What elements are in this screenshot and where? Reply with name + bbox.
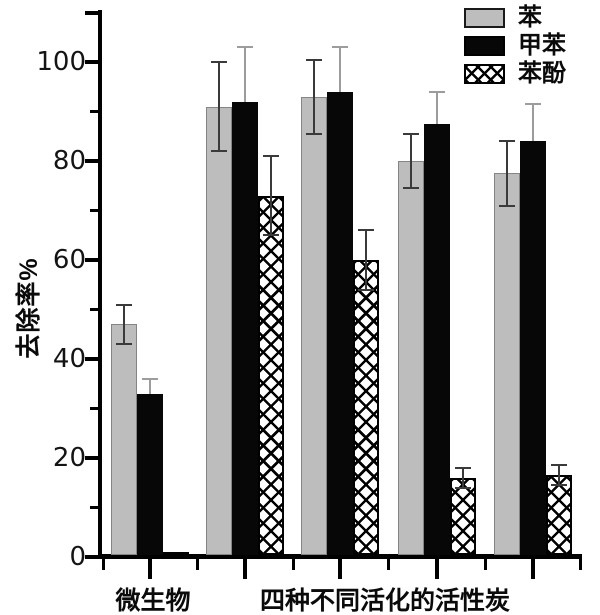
error-bar-line: [270, 156, 272, 236]
error-bar-cap: [525, 103, 541, 106]
bar-甲苯-group5: [520, 141, 546, 555]
legend-swatch-gray: [464, 7, 505, 28]
error-bar-cap: [499, 204, 515, 207]
y-tick-label: 20: [52, 443, 86, 473]
y-major-tick: [85, 60, 100, 64]
y-major-tick: [85, 357, 100, 361]
bar-苯酚-group1: [163, 552, 189, 557]
legend-label-phenol: 苯酚: [518, 60, 566, 87]
y-tick-label: 100: [36, 47, 86, 77]
legend-row-toluene: 甲苯: [464, 33, 566, 58]
legend-row-benzene: 苯: [464, 5, 566, 30]
error-bar-line: [244, 47, 246, 102]
y-axis-title: 去除率%: [15, 257, 43, 359]
bar-甲苯-group3: [327, 91, 353, 555]
x-minor-tick: [101, 559, 105, 570]
y-major-tick: [85, 258, 100, 262]
error-bar-cap: [403, 187, 419, 190]
error-bar-cap: [306, 132, 322, 135]
bar-苯酚-group3: [353, 260, 379, 555]
error-bar-cap: [551, 484, 567, 487]
bar-苯酚-group4: [450, 477, 476, 555]
error-bar-line: [462, 467, 464, 488]
error-bar-cap: [403, 132, 419, 135]
error-bar-cap: [116, 303, 132, 306]
legend-swatch-crosshatch: [464, 63, 505, 84]
legend-row-phenol: 苯酚: [464, 61, 566, 86]
error-bar-line: [436, 91, 438, 124]
error-bar-cap: [358, 229, 374, 232]
error-bar-line: [339, 47, 341, 92]
error-bar-cap: [237, 46, 253, 49]
bar-甲苯-group2: [232, 101, 258, 555]
x-major-tick: [435, 559, 439, 579]
error-bar-cap: [332, 46, 348, 49]
y-major-tick: [85, 10, 100, 15]
y-minor-tick: [90, 506, 100, 509]
error-bar-cap: [358, 288, 374, 291]
bar-苯-group1: [111, 324, 137, 555]
error-bar-cap: [211, 61, 227, 63]
error-bar-line: [410, 133, 412, 189]
error-bar-cap: [499, 140, 515, 143]
error-bar-line: [123, 304, 125, 345]
legend-swatch-black: [464, 35, 505, 56]
bar-苯酚-group5: [546, 475, 572, 555]
legend: 苯 甲苯 苯酚: [464, 5, 566, 89]
y-tick-label: 40: [52, 344, 86, 374]
y-minor-tick: [90, 308, 100, 311]
error-bar-line: [532, 104, 534, 142]
error-bar-cap: [211, 150, 227, 153]
error-bar-line: [149, 378, 151, 394]
x-axis-label-microbe: 微生物: [115, 587, 191, 615]
bar-苯-group5: [494, 173, 520, 555]
x-axis-line: [98, 554, 582, 559]
error-bar-line: [365, 230, 367, 290]
legend-label-toluene: 甲苯: [518, 32, 566, 59]
error-bar-line: [313, 59, 315, 134]
y-tick-label: 60: [52, 245, 86, 275]
x-major-tick: [148, 559, 152, 579]
error-bar-cap: [429, 90, 445, 93]
y-axis-line: [98, 10, 102, 559]
bar-苯酚-group2: [258, 195, 284, 555]
y-major-tick: [85, 456, 100, 460]
error-bar-cap: [263, 155, 279, 158]
bar-甲苯-group4: [424, 123, 450, 555]
bar-苯-group4: [398, 161, 424, 555]
bar-苯-group3: [301, 96, 327, 555]
x-minor-tick: [578, 559, 582, 570]
error-bar-cap: [116, 343, 132, 346]
error-bar-line: [558, 465, 560, 486]
x-major-tick: [243, 559, 247, 579]
error-bar-cap: [142, 377, 158, 380]
legend-label-benzene: 苯: [518, 4, 542, 31]
x-minor-tick: [195, 559, 199, 570]
x-minor-tick: [483, 559, 487, 570]
x-major-tick: [531, 559, 535, 579]
y-minor-tick: [90, 407, 100, 410]
y-minor-tick: [90, 209, 100, 212]
y-major-tick: [85, 159, 100, 163]
y-tick-label: 80: [52, 146, 86, 176]
x-minor-tick: [291, 559, 295, 570]
error-bar-line: [506, 141, 508, 206]
y-minor-tick: [90, 110, 100, 113]
error-bar-line: [218, 62, 220, 152]
x-axis-label-activated-carbons: 四种不同活化的活性炭: [259, 587, 511, 615]
bar-苯-group2: [206, 106, 232, 555]
error-bar-cap: [551, 464, 567, 467]
y-major-tick: [85, 555, 100, 559]
error-bar-cap: [306, 58, 322, 61]
x-minor-tick: [386, 559, 390, 570]
x-major-tick: [338, 559, 342, 579]
y-tick-label: 0: [69, 542, 86, 572]
bar-甲苯-group1: [137, 393, 163, 555]
error-bar-cap: [455, 486, 471, 489]
error-bar-cap: [263, 234, 279, 237]
error-bar-cap: [455, 466, 471, 469]
